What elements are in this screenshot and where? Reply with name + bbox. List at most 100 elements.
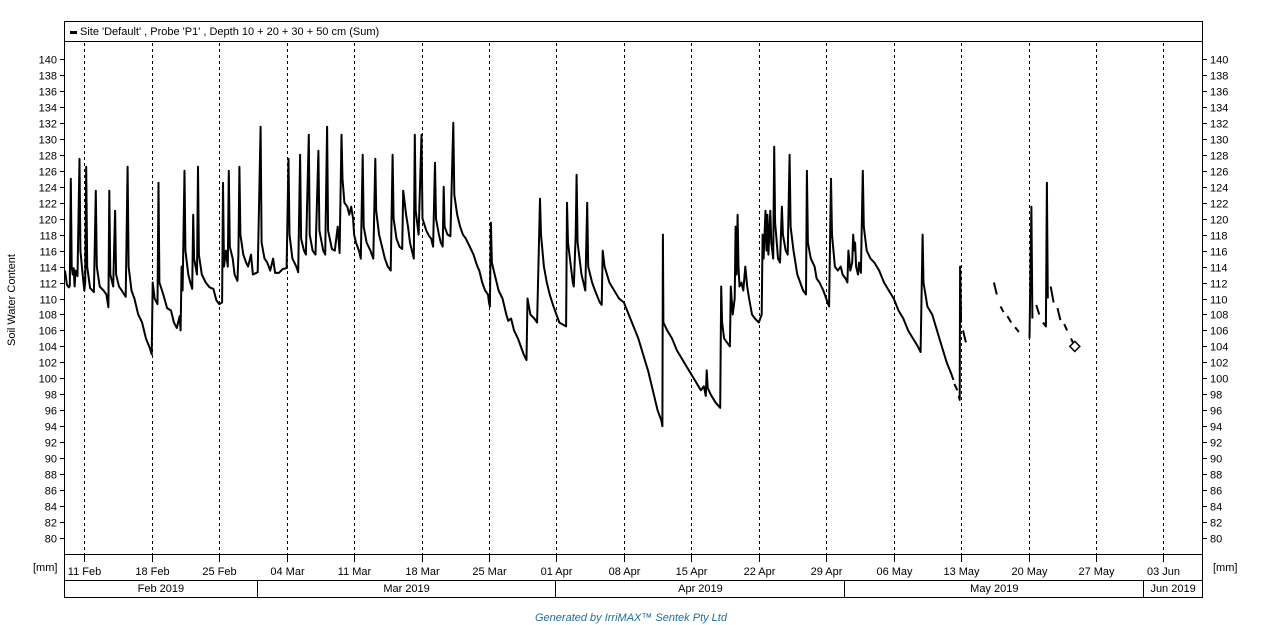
y-tick-label-right: 88 <box>1210 470 1222 482</box>
month-label: Apr 2019 <box>556 581 846 597</box>
x-tick-label: 01 Apr <box>541 566 573 578</box>
y-tick-label-left: 80 <box>45 534 57 546</box>
series-line-segment <box>953 383 959 391</box>
y-tick-label-left: 132 <box>39 119 57 131</box>
month-label: May 2019 <box>845 581 1145 597</box>
x-tick-label: 27 May <box>1078 566 1115 578</box>
y-tick-label-right: 106 <box>1210 326 1228 338</box>
y-tick-label-left: 82 <box>45 518 57 530</box>
y-tick-label-left: 102 <box>39 358 57 370</box>
y-tick-label-right: 92 <box>1210 438 1222 450</box>
series-line-segment <box>1035 304 1041 315</box>
x-tick-label: 11 Feb <box>68 566 101 578</box>
x-tick-label: 29 Apr <box>811 566 843 578</box>
x-tick-label: 15 Apr <box>676 566 708 578</box>
series-line-segment <box>1049 286 1055 303</box>
y-tick-label-left: 88 <box>45 470 57 482</box>
y-tick-label-right: 124 <box>1210 183 1228 195</box>
series-line-segment <box>64 121 955 428</box>
y-tick-label-right: 112 <box>1210 279 1228 291</box>
y-tick-label-left: 92 <box>45 438 57 450</box>
plot-area <box>64 42 1203 555</box>
y-tick-label-left: 112 <box>39 279 57 291</box>
x-tick-label: 25 Mar <box>472 566 507 578</box>
y-tick-label-left: 116 <box>39 247 57 259</box>
y-tick-label-right: 132 <box>1210 119 1228 131</box>
y-tick-label-left: 138 <box>39 71 57 83</box>
x-tick-label: 11 Mar <box>338 566 372 578</box>
y-tick-label-right: 122 <box>1210 199 1228 211</box>
y-tick-label-right: 86 <box>1210 486 1222 498</box>
y-tick-label-left: 84 <box>45 502 57 514</box>
y-tick-label-left: 130 <box>39 135 57 147</box>
series-line-segment <box>1056 307 1062 321</box>
y-tick-label-left: 100 <box>39 374 57 386</box>
y-tick-label-right: 134 <box>1210 103 1228 115</box>
legend-swatch <box>70 31 77 34</box>
y-tick-label-right: 90 <box>1210 454 1222 466</box>
y-tick-label-right: 108 <box>1210 310 1228 322</box>
y-tick-label-left: 118 <box>39 231 57 243</box>
month-label: Feb 2019 <box>65 581 258 597</box>
series-line-segment <box>999 306 1005 313</box>
y-tick-label-right: 94 <box>1210 422 1222 434</box>
legend-label: Site 'Default' , Probe 'P1' , Depth 10 +… <box>80 26 380 38</box>
y-tick-label-left: 136 <box>39 87 57 99</box>
series-line-segment <box>962 330 967 343</box>
series-line-segment <box>1014 326 1020 333</box>
y-tick-label-left: 128 <box>39 151 57 163</box>
y-tick-label-right: 120 <box>1210 215 1228 227</box>
y-tick-label-left: 110 <box>39 295 57 307</box>
y-tick-label-left: 96 <box>45 406 57 418</box>
x-tick-label: 18 Mar <box>405 566 440 578</box>
y-tick-label-right: 80 <box>1210 534 1222 546</box>
x-tick-label: 06 May <box>876 566 913 578</box>
x-tick-label: 18 Feb <box>135 566 169 578</box>
footer-credit: Generated by IrriMAX™ Sentek Pty Ltd <box>535 612 727 624</box>
y-tick-label-right: 96 <box>1210 406 1222 418</box>
y-tick-label-right: 136 <box>1210 87 1228 99</box>
y-tick-label-left: 124 <box>39 183 57 195</box>
y-tick-label-right: 84 <box>1210 502 1222 514</box>
end-marker <box>1068 340 1081 353</box>
x-tick-label: 22 Apr <box>744 566 776 578</box>
month-axis-strip: Feb 2019 Mar 2019 Apr 2019 May 2019 Jun 2019 <box>64 580 1203 598</box>
y-tick-label-left: 140 <box>39 55 57 67</box>
series-line-segment <box>957 265 963 401</box>
y-tick-label-right: 98 <box>1210 390 1222 402</box>
x-tick-label: 03 Jun <box>1147 566 1180 578</box>
y-tick-label-right: 110 <box>1210 295 1228 307</box>
y-unit-left: [mm] <box>33 562 58 574</box>
x-tick-label: 25 Feb <box>202 566 236 578</box>
y-tick-label-right: 82 <box>1210 518 1222 530</box>
x-tick-label: 20 May <box>1011 566 1048 578</box>
y-tick-label-left: 86 <box>45 486 57 498</box>
chart-legend: Site 'Default' , Probe 'P1' , Depth 10 +… <box>64 21 1203 42</box>
month-label: Jun 2019 <box>1150 583 1196 595</box>
y-tick-label-left: 106 <box>39 326 57 338</box>
x-tick-label: 08 Apr <box>609 566 641 578</box>
y-tick-label-left: 104 <box>39 342 57 354</box>
y-tick-label-right: 130 <box>1210 135 1228 147</box>
y-tick-label-right: 104 <box>1210 342 1228 354</box>
month-label: Mar 2019 <box>258 581 557 597</box>
y-tick-label-left: 114 <box>39 263 57 275</box>
y-tick-label-right: 126 <box>1210 167 1228 179</box>
series-line-segment <box>1006 315 1013 324</box>
series-line-segment <box>1063 323 1069 331</box>
series-line-segment <box>992 282 998 295</box>
y-tick-label-left: 134 <box>39 103 57 115</box>
y-tick-label-left: 120 <box>39 215 57 227</box>
y-tick-label-left: 122 <box>39 199 57 211</box>
x-tick-label: 04 Mar <box>270 566 305 578</box>
y-tick-label-right: 100 <box>1210 374 1228 386</box>
series-line-segment <box>1028 205 1034 339</box>
y-tick-label-right: 128 <box>1210 151 1228 163</box>
y-tick-label-left: 108 <box>39 310 57 322</box>
series-line-segment <box>1042 181 1049 328</box>
y-tick-label-left: 94 <box>45 422 57 434</box>
y-tick-label-right: 114 <box>1210 263 1228 275</box>
y-tick-label-right: 138 <box>1210 71 1228 83</box>
y-tick-label-left: 126 <box>39 167 57 179</box>
y-tick-label-left: 90 <box>45 454 57 466</box>
